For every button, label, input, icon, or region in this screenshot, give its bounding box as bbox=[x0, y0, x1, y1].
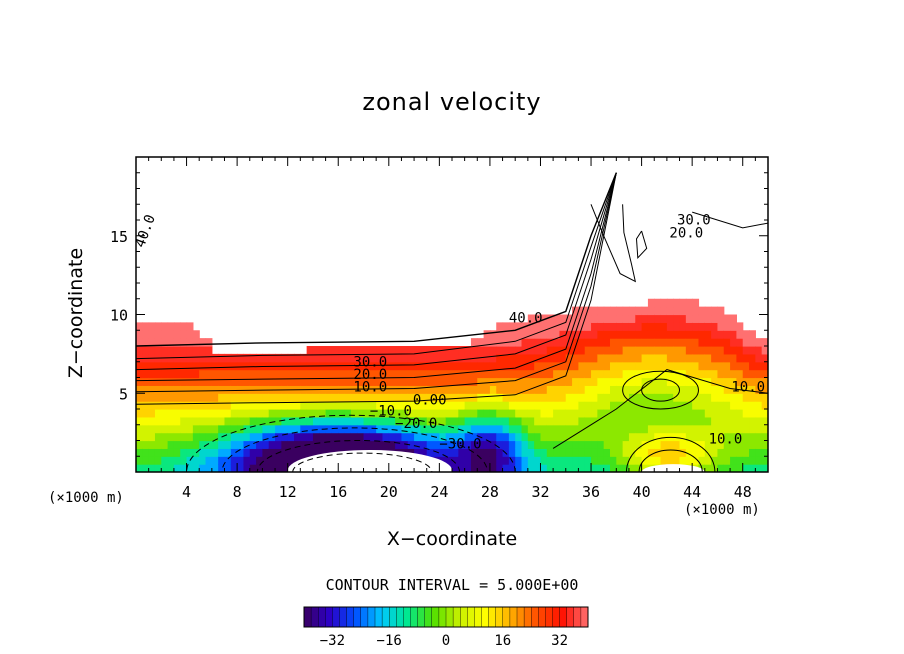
colorbar-cell bbox=[424, 606, 433, 628]
colorbar-cell bbox=[346, 606, 355, 628]
contour-line-negative bbox=[256, 440, 461, 472]
colorbar-cell bbox=[403, 606, 411, 628]
contour-line bbox=[136, 172, 617, 371]
colorbar-cell bbox=[502, 606, 511, 628]
colorbar-cell bbox=[552, 606, 561, 628]
contour-interval-text: CONTOUR INTERVAL = 5.000E+00 bbox=[325, 576, 579, 594]
colorbar-cell bbox=[474, 606, 482, 628]
colorbar-cell bbox=[452, 606, 461, 628]
colorbar-cell bbox=[580, 606, 589, 628]
colorbar-cell bbox=[531, 606, 539, 628]
colorbar-cell bbox=[389, 606, 397, 628]
colorbar-cell bbox=[396, 606, 404, 628]
contour-label: 30.0 bbox=[677, 213, 711, 229]
y-axis-label: Z−coordinate bbox=[65, 247, 87, 379]
x-tick-label: 28 bbox=[481, 483, 499, 501]
contour-label: 30.0 bbox=[353, 354, 387, 370]
colorbar-cell bbox=[516, 606, 525, 628]
x-tick-label: 20 bbox=[380, 483, 398, 501]
x-tick-label: 12 bbox=[279, 483, 297, 501]
contour-line bbox=[552, 369, 768, 449]
contour-lines bbox=[136, 172, 768, 472]
colorbar-cell bbox=[538, 606, 546, 628]
chart-title: zonal velocity bbox=[362, 88, 542, 116]
contour-line bbox=[136, 172, 617, 347]
colorbar-cell bbox=[339, 606, 348, 628]
colorbar-cell bbox=[325, 606, 333, 628]
colorbar-cell bbox=[367, 606, 376, 628]
contour-label: 10.0 bbox=[731, 380, 765, 396]
colorbar-cell bbox=[374, 606, 383, 628]
contour-line bbox=[136, 172, 617, 382]
contour-label: 40.0 bbox=[509, 310, 543, 326]
x-tick-label: 24 bbox=[430, 483, 448, 501]
x-tick-label: 44 bbox=[683, 483, 701, 501]
x-tick-label: 36 bbox=[582, 483, 600, 501]
contour-label: −30.0 bbox=[439, 436, 481, 452]
colorbar-cell bbox=[410, 606, 419, 628]
colorbar-cell bbox=[360, 606, 369, 628]
colorbar-tick-label: 16 bbox=[494, 633, 511, 649]
colorbar-frame bbox=[303, 606, 589, 628]
colorbar-cell bbox=[545, 606, 554, 628]
colorbar-cell bbox=[509, 606, 518, 628]
colorbar-cell bbox=[460, 606, 468, 628]
contour-line bbox=[638, 449, 703, 472]
contour-line bbox=[635, 230, 648, 259]
contour-line bbox=[136, 172, 617, 393]
colorbar-cell bbox=[318, 606, 326, 628]
colorbar-cell bbox=[566, 606, 575, 628]
colorbar-cell bbox=[445, 606, 454, 628]
contour-field bbox=[136, 298, 768, 472]
contour-line bbox=[625, 436, 716, 472]
x-tick-label: 4 bbox=[182, 483, 191, 501]
y-tick-label: 10 bbox=[110, 307, 128, 325]
contour-label: 0.00 bbox=[413, 392, 447, 408]
colorbar-cell bbox=[488, 606, 497, 628]
x-tick-label: 8 bbox=[233, 483, 242, 501]
x-tick-label: 32 bbox=[531, 483, 549, 501]
contour-line bbox=[136, 172, 617, 360]
contour-line bbox=[692, 211, 768, 229]
colorbar-tick-label: 0 bbox=[442, 633, 450, 649]
contour-label: 20.0 bbox=[353, 367, 387, 383]
contour-label: 10.0 bbox=[353, 380, 387, 396]
contour-line bbox=[136, 172, 617, 405]
contour-line bbox=[641, 378, 681, 402]
colorbar-tick-label: −32 bbox=[320, 633, 345, 649]
colorbar-cell bbox=[481, 606, 490, 628]
colorbar bbox=[303, 606, 589, 628]
x-tick-label: 40 bbox=[633, 483, 651, 501]
x-tick-label: 16 bbox=[329, 483, 347, 501]
colorbar-cell bbox=[523, 606, 532, 628]
contour-label: 10.0 bbox=[709, 432, 743, 448]
colorbar-cell bbox=[310, 606, 319, 628]
colorbar-cell bbox=[467, 606, 475, 628]
contour-label: −20.0 bbox=[395, 416, 437, 432]
x-unit-label-right: (×1000 m) bbox=[684, 502, 760, 518]
contour-label: 20.0 bbox=[669, 225, 703, 241]
colorbar-cell bbox=[353, 606, 362, 628]
colorbar-tick-label: −16 bbox=[377, 633, 402, 649]
colorbar-cell bbox=[495, 606, 504, 628]
x-axis-label: X−coordinate bbox=[386, 528, 518, 550]
contour-line bbox=[622, 370, 699, 410]
colorbar-cell bbox=[438, 606, 447, 628]
colorbar-cell bbox=[559, 606, 568, 628]
contour-line bbox=[590, 204, 637, 283]
contour-line-negative bbox=[292, 452, 433, 472]
x-unit-label-left: (×1000 m) bbox=[48, 490, 124, 506]
x-tick-label: 48 bbox=[734, 483, 752, 501]
colorbar-cell bbox=[417, 606, 426, 628]
y-tick-label: 5 bbox=[119, 385, 128, 403]
colorbar-cell bbox=[303, 606, 312, 628]
colorbar-cell bbox=[332, 606, 340, 628]
colorbar-tick-label: 32 bbox=[551, 633, 568, 649]
contour-label: −10.0 bbox=[370, 403, 412, 419]
colorbar-cell bbox=[431, 606, 440, 628]
colorbar-cell bbox=[573, 606, 582, 628]
y-tick-label: 15 bbox=[110, 228, 128, 246]
colorbar-cell bbox=[381, 606, 390, 628]
